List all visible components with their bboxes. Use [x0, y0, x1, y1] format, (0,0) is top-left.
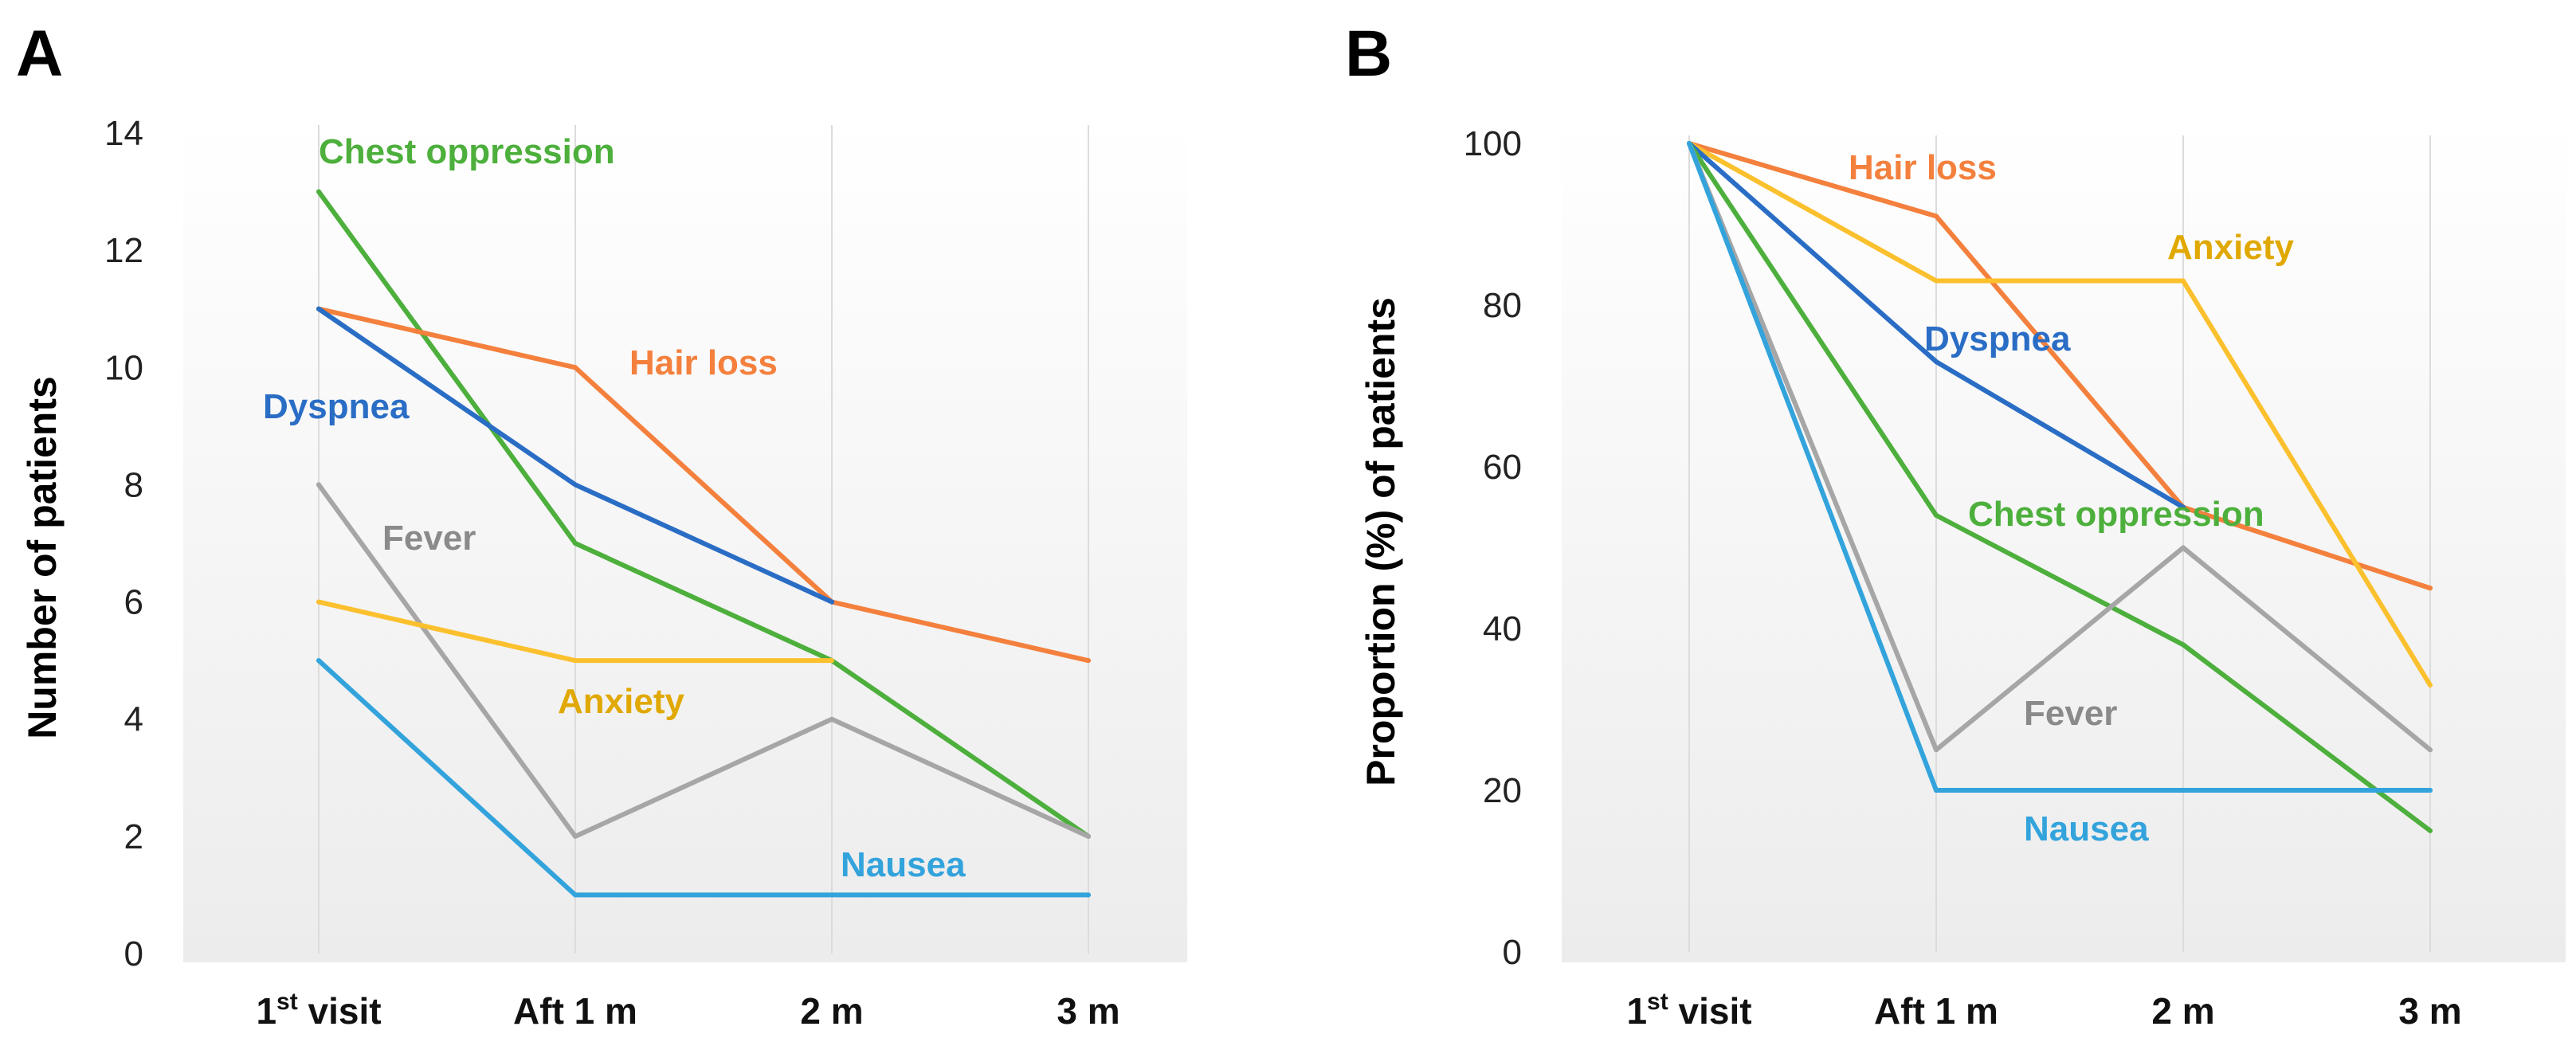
panel-b-x-tick-3-m: 3 m: [2398, 990, 2461, 1032]
panel-a-point-anxiety-1: [316, 599, 321, 605]
panel-a-point-fever-2: [573, 833, 578, 839]
panel-a-label-hair-loss: Hair loss: [629, 343, 778, 382]
panel-b-point-fever-2: [1934, 747, 1939, 753]
panel-a-point-fever-1: [316, 482, 321, 488]
panel-b-point-nausea-4: [2428, 788, 2433, 793]
panel-a-point-fever-4: [1086, 833, 1091, 839]
panel-a-point-nausea-3: [829, 892, 834, 898]
panel-b-y-tick-80: 80: [1483, 286, 1522, 325]
panel-a-point-dyspnea-2: [573, 482, 578, 488]
panel-a-point-anxiety-3: [829, 658, 834, 664]
panel-a-point-hair-loss-2: [573, 365, 578, 370]
panel-a-x-tick-1st-visit: 1st visit: [256, 989, 381, 1032]
panel-a-x-tick-aft-1-m: Aft 1 m: [513, 990, 637, 1032]
panel-a-y-tick-8: 8: [124, 465, 143, 504]
panel-a-point-fever-3: [829, 716, 834, 722]
panel-b-point-chest-oppression-2: [1934, 512, 1939, 518]
panel-b-line-anxiety: [1687, 141, 2433, 688]
panel-b-y-tick-0: 0: [1503, 933, 1522, 972]
panel-b-label-chest-oppression: Chest oppression: [1968, 495, 2264, 534]
panel-b-line-hair-loss: [1687, 141, 2433, 591]
panel-b-label-anxiety: Anxiety: [2167, 228, 2294, 267]
panel-b-label-hair-loss: Hair loss: [1849, 148, 1997, 187]
panel-b-label-dyspnea: Dyspnea: [1924, 319, 2071, 358]
panel-b-label-nausea: Nausea: [2024, 809, 2149, 848]
panel-a-line-chest-oppression: [316, 189, 1091, 839]
panel-b-line-nausea: [1687, 141, 2433, 793]
panel-a-label-dyspnea: Dyspnea: [263, 387, 410, 426]
panel-a-y-tick-0: 0: [124, 934, 143, 974]
panel-a-y-tick-6: 6: [124, 583, 143, 622]
panel-a-y-tick-12: 12: [104, 231, 143, 270]
panel-b-point-anxiety-2: [1934, 278, 1939, 284]
panel-b-x-tick-aft-1-m: Aft 1 m: [1874, 990, 1998, 1032]
panel-b-point-hair-loss-4: [2428, 586, 2433, 591]
panel-b-point-anxiety-3: [2181, 278, 2186, 284]
panel-b-point-chest-oppression-4: [2428, 828, 2433, 833]
panel-b-point-anxiety-4: [2428, 683, 2433, 688]
panel-a-line-hair-loss: [316, 306, 1091, 664]
panel-a-point-nausea-1: [316, 658, 321, 664]
panel-b-y-tick-40: 40: [1483, 609, 1522, 648]
panel-a-label-nausea: Nausea: [841, 845, 966, 884]
panel-a-label-anxiety: Anxiety: [558, 682, 684, 721]
panel-b-chart: B Proportion (%) of patients 0 20 40 60 80 10…: [1345, 18, 2566, 1032]
panel-b-point-nausea-2: [1934, 788, 1939, 793]
panel-a-label-fever: Fever: [382, 519, 476, 558]
panel-a-y-tick-4: 4: [124, 700, 143, 739]
panel-b-x-tick-1st-visit: 1st visit: [1626, 989, 1751, 1032]
panel-a-y-tick-10: 10: [104, 348, 143, 387]
panel-a-label-chest-oppression: Chest oppression: [319, 132, 615, 171]
panel-a-point-nausea-2: [573, 892, 578, 898]
panel-b-point-chest-oppression-3: [2181, 642, 2186, 648]
panel-b-point-fever-4: [2428, 747, 2433, 753]
panel-b-point-dyspnea-2: [1934, 359, 1939, 365]
panel-b-point-hair-loss-2: [1934, 214, 1939, 219]
panel-a-point-hair-loss-4: [1086, 658, 1091, 664]
panel-a-line-nausea: [316, 658, 1091, 898]
panel-b-point-dyspnea-3: [2181, 504, 2186, 510]
panel-a-letter: A: [16, 18, 63, 90]
panel-a-point-chest-oppression-1: [316, 189, 321, 194]
panel-b-y-tick-20: 20: [1483, 771, 1522, 810]
panel-b-point-nausea-3: [2181, 788, 2186, 793]
panel-b-line-fever: [1687, 141, 2433, 753]
panel-b-y-axis-label: Proportion (%) of patients: [1359, 297, 1403, 786]
panel-b-y-tick-60: 60: [1483, 448, 1522, 487]
panel-b-line-chest-oppression: [1687, 141, 2433, 833]
panel-a-point-dyspnea-1: [316, 306, 321, 311]
panel-b-plot-area: [1562, 119, 2566, 962]
panel-b-point-nausea-1: [1687, 141, 1692, 146]
panel-b-y-tick-100: 100: [1464, 124, 1522, 163]
panel-a-point-anxiety-2: [573, 658, 578, 664]
panel-b-x-tick-2-m: 2 m: [2151, 990, 2214, 1032]
panel-a-x-tick-2-m: 2 m: [800, 990, 863, 1032]
panel-a-line-fever: [316, 482, 1091, 839]
panel-b-point-fever-3: [2181, 545, 2186, 550]
panel-a-point-nausea-4: [1086, 892, 1091, 898]
panel-a-y-tick-2: 2: [124, 817, 143, 856]
panel-a-y-tick-14: 14: [104, 114, 143, 153]
panel-b-label-fever: Fever: [2024, 694, 2117, 733]
panel-a-y-axis-label: Number of patients: [20, 376, 65, 739]
panel-a-chart: A Number of patients 0 2 4 6 8 10 12 14 1st vis…: [16, 18, 1187, 1032]
panel-a-point-dyspnea-3: [829, 599, 834, 605]
panel-b-letter: B: [1345, 18, 1392, 90]
panel-a-point-chest-oppression-2: [573, 541, 578, 546]
panel-a-plot-area: [183, 119, 1187, 962]
panel-a-x-tick-3-m: 3 m: [1057, 990, 1119, 1032]
